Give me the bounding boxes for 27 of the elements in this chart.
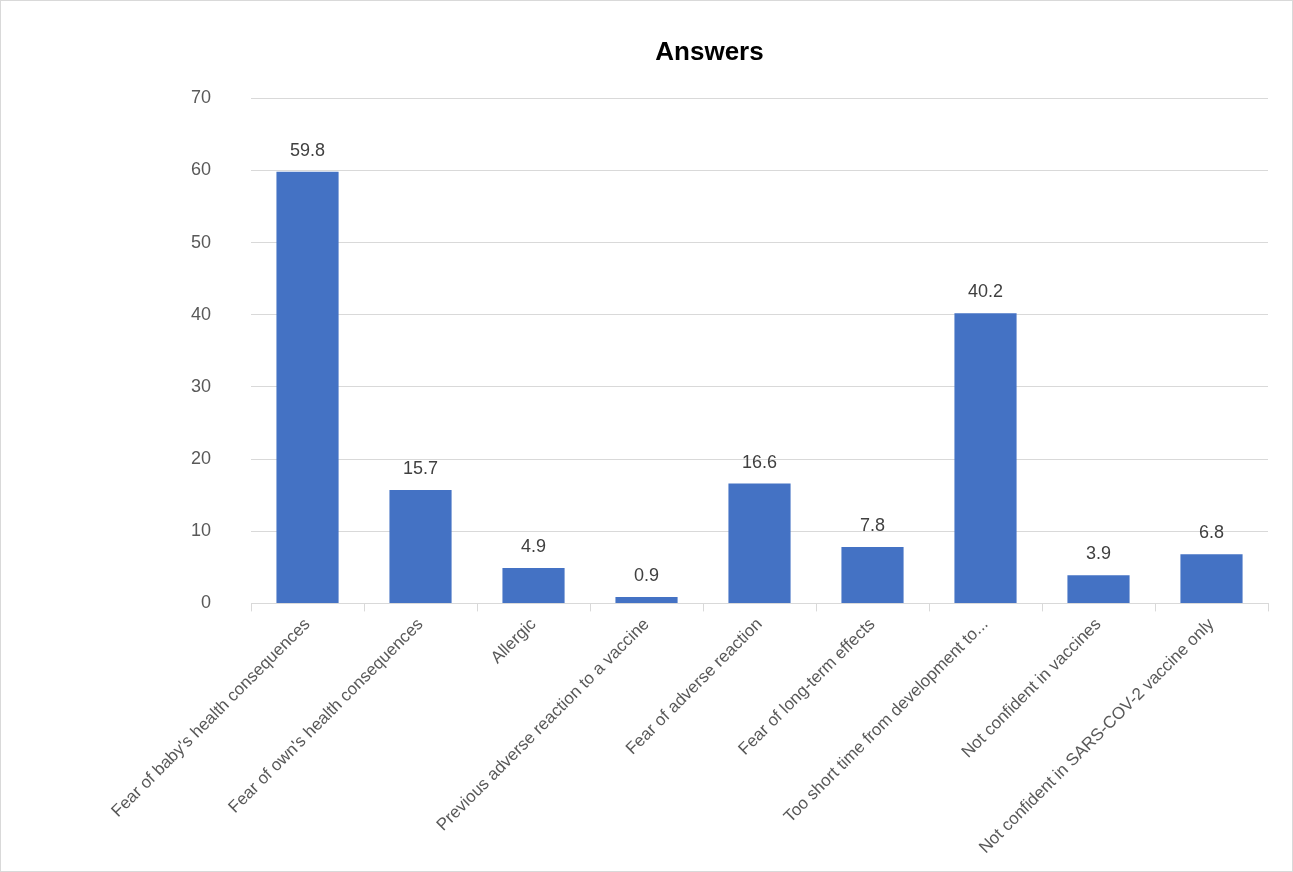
y-tick-label: 50 — [190, 231, 212, 252]
bar — [276, 171, 339, 603]
bar — [728, 483, 791, 603]
bar — [389, 490, 452, 603]
y-tick-label: 70 — [190, 87, 212, 108]
data-label: 0.9 — [634, 564, 660, 585]
bar — [1067, 575, 1130, 603]
data-label: 7.8 — [859, 515, 886, 536]
data-label: 6.8 — [1198, 522, 1225, 543]
data-label: 40.2 — [967, 281, 1004, 302]
y-tick-label: 20 — [190, 448, 212, 469]
bar — [502, 568, 565, 603]
data-label: 15.7 — [402, 458, 439, 479]
bar — [1180, 554, 1243, 603]
data-label: 59.8 — [290, 139, 326, 160]
bar — [841, 547, 904, 603]
y-tick-label: 30 — [190, 375, 212, 396]
bar — [954, 313, 1017, 603]
y-tick-label: 10 — [190, 520, 212, 541]
data-label: 3.9 — [1085, 543, 1112, 564]
y-tick-label: 0 — [201, 592, 212, 613]
chart-title: Answers — [655, 35, 764, 66]
y-tick-label: 60 — [190, 159, 212, 180]
y-tick-label: 40 — [190, 303, 212, 324]
data-label: 4.9 — [521, 536, 547, 557]
bar — [615, 596, 678, 603]
data-label: 16.6 — [741, 451, 778, 472]
